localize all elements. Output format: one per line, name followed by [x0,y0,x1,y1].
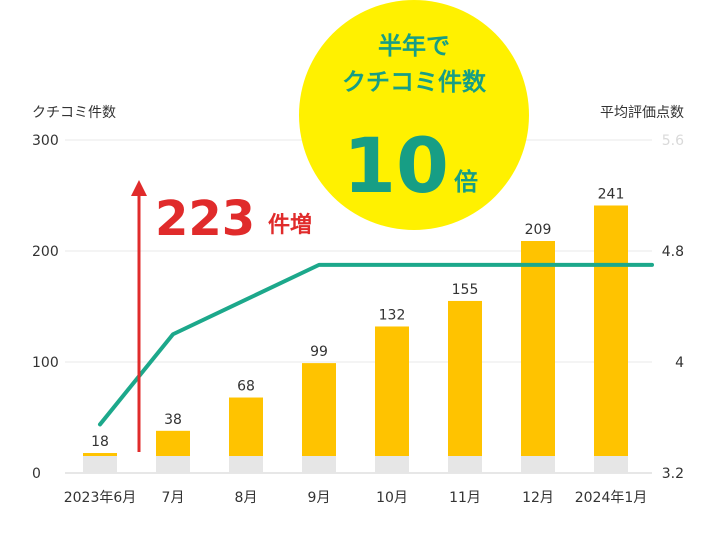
bar-base [594,456,628,473]
bar-value-label: 155 [452,282,479,298]
bar-base [521,456,555,473]
x-tick-label: 11月 [449,490,481,506]
bar-base [448,456,482,473]
bar-value-label: 99 [310,344,328,360]
x-tick-label: 12月 [522,490,554,506]
bar [83,453,117,456]
bar-base [156,456,190,473]
y-axis-title-right: 平均評価点数 [600,105,684,121]
bar [448,300,482,456]
bar-value-label: 38 [164,412,182,428]
bar-base [83,456,117,473]
bar [375,326,409,456]
bar-value-label: 18 [91,434,109,450]
badge-line1: 半年で [378,32,450,60]
increase-value: 223 [155,191,255,247]
highlight-badge: 半年で クチコミ件数 10 倍 [299,0,529,230]
badge-unit: 倍 [454,168,478,196]
bars [83,205,628,473]
y-tick-label-left: 200 [32,244,59,260]
bar-base [229,456,263,473]
y-tick-label-right: 4.8 [662,244,684,260]
bar [229,397,263,456]
x-tick-label: 2023年6月 [64,490,137,506]
x-tick-label: 7月 [162,490,185,506]
y-tick-label-right: 5.6 [662,133,684,149]
y-tick-label-left: 300 [32,133,59,149]
bar-value-label: 209 [525,222,552,238]
x-tick-label: 2024年1月 [575,490,648,506]
badge-number: 10 [343,121,449,210]
bar [302,363,336,456]
increase-callout: 223 件増 [131,180,312,452]
rating-line [98,262,654,427]
bar [521,241,555,456]
badge-line2: クチコミ件数 [342,68,487,96]
increase-unit: 件増 [268,212,312,238]
x-tick-label: 10月 [376,490,408,506]
increase-arrow-head [131,180,147,196]
bar-value-label: 68 [237,379,255,395]
bar-base [302,456,336,473]
x-tick-label: 8月 [235,490,258,506]
y-tick-label-left: 0 [32,466,41,482]
y-axis-title-left: クチコミ件数 [32,105,116,121]
bar [594,205,628,456]
rating-line-path [98,262,654,427]
bar-value-label: 132 [379,307,406,323]
bar-value-label: 241 [598,186,625,202]
y-tick-label-left: 100 [32,355,59,371]
bar [156,430,190,456]
y-tick-label-right: 3.2 [662,466,684,482]
badge-circle [299,0,529,230]
bar-base [375,456,409,473]
y-tick-label-right: 4 [675,355,684,371]
labels: 0 3.2 100 4 200 4.8 300 5.6 18 2023年6月 38 7月 68 8月 99 9… [32,133,684,506]
x-tick-label: 9月 [308,490,331,506]
